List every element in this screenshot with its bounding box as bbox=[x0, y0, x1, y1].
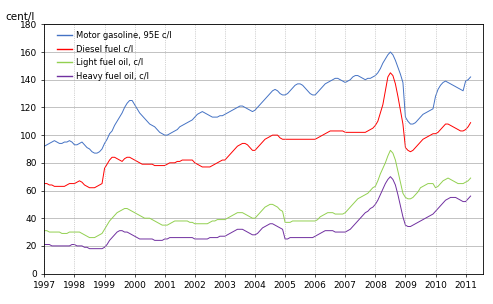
Text: cent/l: cent/l bbox=[5, 12, 34, 22]
Legend: Motor gasoline, 95E c/l, Diesel fuel c/l, Light fuel oil, c/l, Heavy fuel oil, c: Motor gasoline, 95E c/l, Diesel fuel c/l… bbox=[57, 31, 172, 81]
